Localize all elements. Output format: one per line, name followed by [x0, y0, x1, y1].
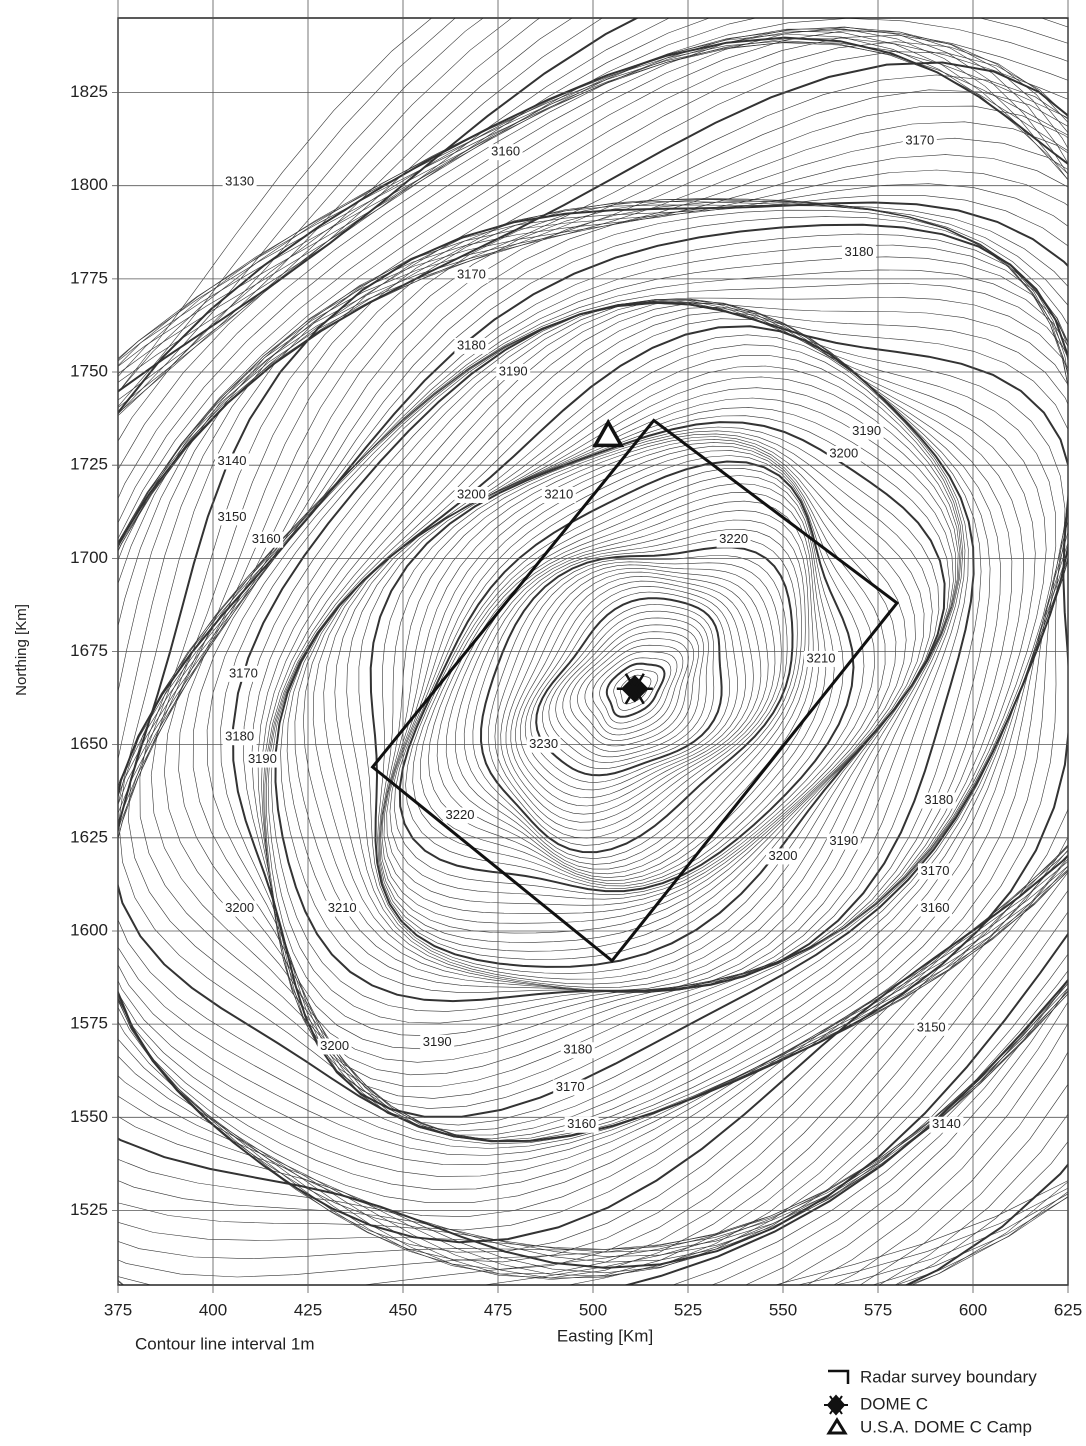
contour-label: 3150: [218, 509, 247, 524]
contour-line: [128, 245, 1080, 1141]
contour-label: 3190: [499, 363, 528, 378]
contour-label: 3230: [529, 736, 558, 751]
contour-line: [80, 155, 1086, 1274]
legend-boundary-icon: [828, 1371, 848, 1384]
contour-line: [119, 234, 1077, 1140]
camp: [595, 422, 621, 445]
contour-line: [0, 31, 1086, 1250]
contour-label: 3160: [567, 1116, 596, 1131]
contour-label: 3190: [852, 423, 881, 438]
y-tick-label: 1675: [70, 641, 108, 660]
x-axis-label: Easting [Km]: [557, 1326, 653, 1345]
contour-label: 3200: [769, 848, 798, 863]
x-tick-label: 375: [104, 1300, 132, 1319]
contour-label: 3180: [924, 792, 953, 807]
contour-label: 3220: [719, 531, 748, 546]
x-tick-label: 475: [484, 1300, 512, 1319]
contour-label: 3160: [491, 144, 520, 159]
y-tick-label: 1725: [70, 455, 108, 474]
contour-label: 3190: [423, 1034, 452, 1049]
legend-boundary: Radar survey boundary: [860, 1367, 1037, 1386]
y-tick-label: 1800: [70, 175, 108, 194]
contour-line: [258, 300, 1046, 1087]
y-tick-label: 1775: [70, 268, 108, 287]
contour-label: 3180: [845, 244, 874, 259]
y-tick-label: 1750: [70, 361, 108, 380]
contour-label: 3170: [556, 1079, 585, 1094]
contour-line: [0, 43, 1086, 1360]
contour-line: [39, 106, 1086, 1278]
y-tick-label: 1825: [70, 82, 108, 101]
x-tick-label: 500: [579, 1300, 607, 1319]
x-tick-label: 550: [769, 1300, 797, 1319]
contours: [0, 0, 1086, 1441]
y-tick-label: 1700: [70, 548, 108, 567]
contour-line: [0, 0, 1086, 1427]
contour-label: 3200: [225, 900, 254, 915]
contour-label: 3160: [921, 900, 950, 915]
y-tick-label: 1650: [70, 734, 108, 753]
legend-dome-icon: [824, 1396, 848, 1414]
legend-camp-icon: [829, 1420, 845, 1433]
contour-label: 3220: [446, 807, 475, 822]
contour-label: 3200: [457, 486, 486, 501]
contour-label: 3150: [917, 1019, 946, 1034]
note: Contour line interval 1m: [135, 1334, 315, 1353]
contour-label: 3170: [457, 267, 486, 282]
contour-line: [92, 170, 1086, 1270]
contour-label: 3210: [807, 650, 836, 665]
legend-dome: DOME C: [860, 1394, 928, 1413]
contour-label: 3160: [252, 531, 281, 546]
x-tick-label: 600: [959, 1300, 987, 1319]
y-tick-label: 1575: [70, 1014, 108, 1033]
x-tick-label: 625: [1054, 1300, 1082, 1319]
contour-label: 3140: [932, 1116, 961, 1131]
contour-line: [394, 456, 864, 895]
map: 1525 1550 1575 1600 1625 1650 1675 1700 1725 1750…: [0, 0, 1086, 1441]
contour-line: [264, 300, 1024, 1062]
contour-label: 3210: [328, 900, 357, 915]
contour-label: 3170: [905, 132, 934, 147]
contour-label: 3180: [457, 337, 486, 352]
contour-label: 3200: [320, 1038, 349, 1053]
contour-line: [420, 484, 825, 884]
contour-label: 3130: [225, 173, 254, 188]
x-tick-label: 525: [674, 1300, 702, 1319]
contour-label: 3180: [225, 729, 254, 744]
x-tick-label: 425: [294, 1300, 322, 1319]
contour-label: 3190: [829, 833, 858, 848]
x-tick-label: 450: [389, 1300, 417, 1319]
contour-line: [207, 304, 1083, 1132]
contour-label: 3180: [563, 1042, 592, 1057]
contour-label: 3190: [248, 751, 277, 766]
y-tick-label: 1600: [70, 920, 108, 939]
y-axis-label: Northing [Km]: [13, 604, 30, 696]
y-tick-label: 1550: [70, 1107, 108, 1126]
x-tick-label: 575: [864, 1300, 892, 1319]
contour-label: 3200: [829, 445, 858, 460]
legend-camp: U.S.A. DOME C Camp: [860, 1417, 1032, 1436]
y-tick-label: 1525: [70, 1200, 108, 1219]
contour-label: 3140: [218, 453, 247, 468]
x-tick-label: 400: [199, 1300, 227, 1319]
contour-line: [0, 29, 1086, 1295]
contour-label: 3210: [544, 486, 573, 501]
y-tick-label: 1625: [70, 827, 108, 846]
contour-label: 3170: [229, 665, 258, 680]
contour-line: [413, 476, 835, 886]
contour-label: 3170: [921, 863, 950, 878]
